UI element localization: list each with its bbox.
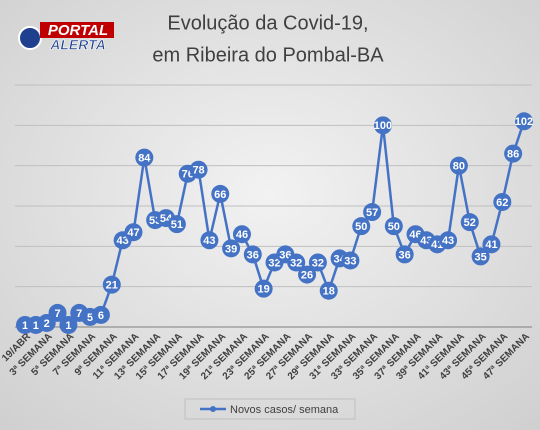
data-point bbox=[493, 192, 512, 211]
data-label: 35 bbox=[474, 251, 486, 263]
data-point bbox=[384, 217, 403, 236]
data-point bbox=[298, 265, 317, 284]
data-label: 2 bbox=[44, 318, 50, 330]
logo-text: ALERTA bbox=[49, 37, 105, 53]
data-label: 26 bbox=[301, 269, 313, 281]
data-point bbox=[341, 251, 360, 270]
data-point bbox=[243, 245, 262, 264]
data-point bbox=[222, 239, 241, 258]
data-point bbox=[363, 203, 382, 222]
data-label: 32 bbox=[268, 257, 280, 269]
data-label: 39 bbox=[225, 243, 237, 255]
data-point bbox=[232, 225, 251, 244]
data-label: 19 bbox=[258, 284, 270, 296]
data-label: 21 bbox=[106, 280, 118, 292]
legend-label: Novos casos/ semana bbox=[230, 404, 339, 416]
data-label: 47 bbox=[127, 227, 139, 239]
data-label: 7 bbox=[54, 308, 60, 320]
data-label: 43 bbox=[117, 235, 129, 247]
data-point bbox=[91, 305, 110, 324]
data-label: 102 bbox=[515, 116, 533, 128]
data-point bbox=[211, 184, 230, 203]
data-point bbox=[189, 160, 208, 179]
data-point bbox=[439, 231, 458, 250]
logo-band bbox=[40, 22, 114, 38]
data-point bbox=[102, 275, 121, 294]
data-point bbox=[319, 281, 338, 300]
data-label: 100 bbox=[374, 120, 392, 132]
data-label: 1 bbox=[22, 320, 28, 332]
data-point bbox=[515, 112, 533, 131]
data-label: 1 bbox=[33, 320, 39, 332]
data-label: 5 bbox=[87, 312, 93, 324]
data-point bbox=[254, 279, 273, 298]
data-label: 6 bbox=[98, 310, 104, 322]
data-label: 78 bbox=[192, 165, 204, 177]
data-label: 41 bbox=[485, 239, 497, 251]
data-label: 33 bbox=[344, 255, 356, 267]
data-point bbox=[167, 215, 186, 234]
data-point bbox=[59, 315, 78, 334]
chart-title: Evolução da Covid-19, bbox=[167, 12, 368, 34]
data-point bbox=[48, 303, 67, 322]
data-point bbox=[124, 223, 143, 242]
data-label: 18 bbox=[323, 286, 335, 298]
legend: Novos casos/ semana bbox=[184, 398, 356, 420]
data-label: 7 bbox=[76, 308, 82, 320]
logo-icon bbox=[18, 26, 42, 50]
data-point bbox=[482, 235, 501, 254]
data-point bbox=[287, 253, 306, 272]
data-label: 46 bbox=[236, 229, 248, 241]
data-label: 43 bbox=[203, 235, 215, 247]
data-label: 86 bbox=[507, 148, 519, 160]
data-label: 43 bbox=[442, 235, 454, 247]
data-point bbox=[308, 253, 327, 272]
data-point bbox=[200, 231, 219, 250]
data-point bbox=[135, 148, 154, 167]
data-label: 32 bbox=[290, 257, 302, 269]
data-label: 1 bbox=[65, 320, 71, 332]
data-label: 50 bbox=[388, 221, 400, 233]
legend-marker bbox=[210, 406, 216, 412]
data-label: 51 bbox=[171, 219, 183, 231]
data-point bbox=[471, 247, 490, 266]
data-point bbox=[373, 116, 392, 135]
legend-box bbox=[184, 398, 356, 420]
data-label: 62 bbox=[496, 197, 508, 209]
data-label: 50 bbox=[355, 221, 367, 233]
data-label: 32 bbox=[312, 257, 324, 269]
data-label: 66 bbox=[214, 189, 226, 201]
data-label: 80 bbox=[453, 161, 465, 173]
data-point bbox=[352, 217, 371, 236]
chart-title: em Ribeira do Pombal-BA bbox=[152, 44, 384, 66]
logo: PORTAL ALERTA bbox=[18, 22, 114, 53]
data-label: 52 bbox=[464, 217, 476, 229]
data-point bbox=[395, 245, 414, 264]
data-label: 84 bbox=[138, 153, 151, 165]
data-point bbox=[504, 144, 523, 163]
data-label: 57 bbox=[366, 207, 378, 219]
data-point bbox=[460, 213, 479, 232]
data-point bbox=[449, 156, 468, 175]
data-label: 36 bbox=[399, 249, 411, 261]
data-label: 36 bbox=[247, 249, 259, 261]
logo-text: PORTAL bbox=[48, 22, 108, 39]
